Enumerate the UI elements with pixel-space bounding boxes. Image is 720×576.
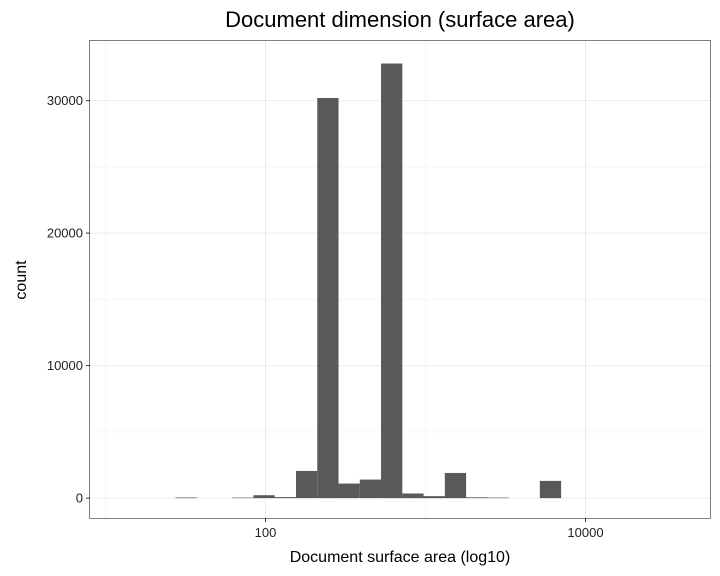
histogram-bar bbox=[317, 97, 339, 499]
histogram-bar bbox=[359, 479, 382, 499]
histogram-bar bbox=[402, 493, 424, 499]
chart-title: Document dimension (surface area) bbox=[225, 7, 575, 32]
histogram-bar bbox=[444, 472, 467, 499]
x-axis-ticks: 100 10000 bbox=[255, 518, 604, 540]
histogram-bar bbox=[539, 480, 562, 499]
histogram-bar bbox=[466, 497, 488, 499]
y-tick-label: 10000 bbox=[47, 358, 83, 373]
y-tick-label: 20000 bbox=[47, 226, 83, 241]
histogram-bar bbox=[423, 496, 445, 499]
y-tick-label: 30000 bbox=[47, 93, 83, 108]
y-axis-ticks: 0 10000 20000 30000 bbox=[47, 93, 90, 506]
histogram-bar bbox=[175, 497, 198, 499]
y-tick-label: 0 bbox=[76, 491, 83, 506]
x-tick-label: 100 bbox=[255, 525, 277, 540]
histogram-bar bbox=[381, 63, 403, 499]
histogram-bar bbox=[274, 497, 296, 499]
y-axis-title: count bbox=[13, 260, 30, 300]
histogram-bar bbox=[296, 470, 318, 499]
x-axis-title: Document surface area (log10) bbox=[290, 549, 511, 566]
panel-border bbox=[89, 40, 711, 519]
histogram-bar bbox=[338, 483, 360, 499]
histogram-bar bbox=[253, 495, 275, 499]
histogram-bar bbox=[487, 497, 509, 499]
x-tick-label: 10000 bbox=[567, 525, 603, 540]
histogram-bar bbox=[232, 497, 254, 499]
bars bbox=[175, 63, 562, 499]
